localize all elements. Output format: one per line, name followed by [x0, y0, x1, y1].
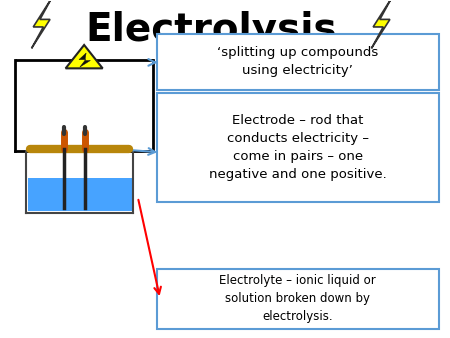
Polygon shape: [371, 0, 392, 48]
Text: Electrolyte – ionic liquid or
solution broken down by
electrolysis.: Electrolyte – ionic liquid or solution b…: [219, 274, 376, 323]
Text: Electrode – rod that
conducts electricity –
come in pairs – one
negative and one: Electrode – rod that conducts electricit…: [209, 114, 387, 181]
Polygon shape: [79, 53, 90, 67]
FancyBboxPatch shape: [28, 178, 131, 211]
Polygon shape: [32, 0, 52, 48]
FancyBboxPatch shape: [157, 269, 439, 329]
FancyBboxPatch shape: [157, 34, 439, 90]
Polygon shape: [66, 45, 103, 68]
Text: Electrolysis: Electrolysis: [86, 11, 338, 49]
FancyBboxPatch shape: [157, 93, 439, 202]
Text: ‘splitting up compounds
using electricity’: ‘splitting up compounds using electricit…: [217, 47, 378, 77]
